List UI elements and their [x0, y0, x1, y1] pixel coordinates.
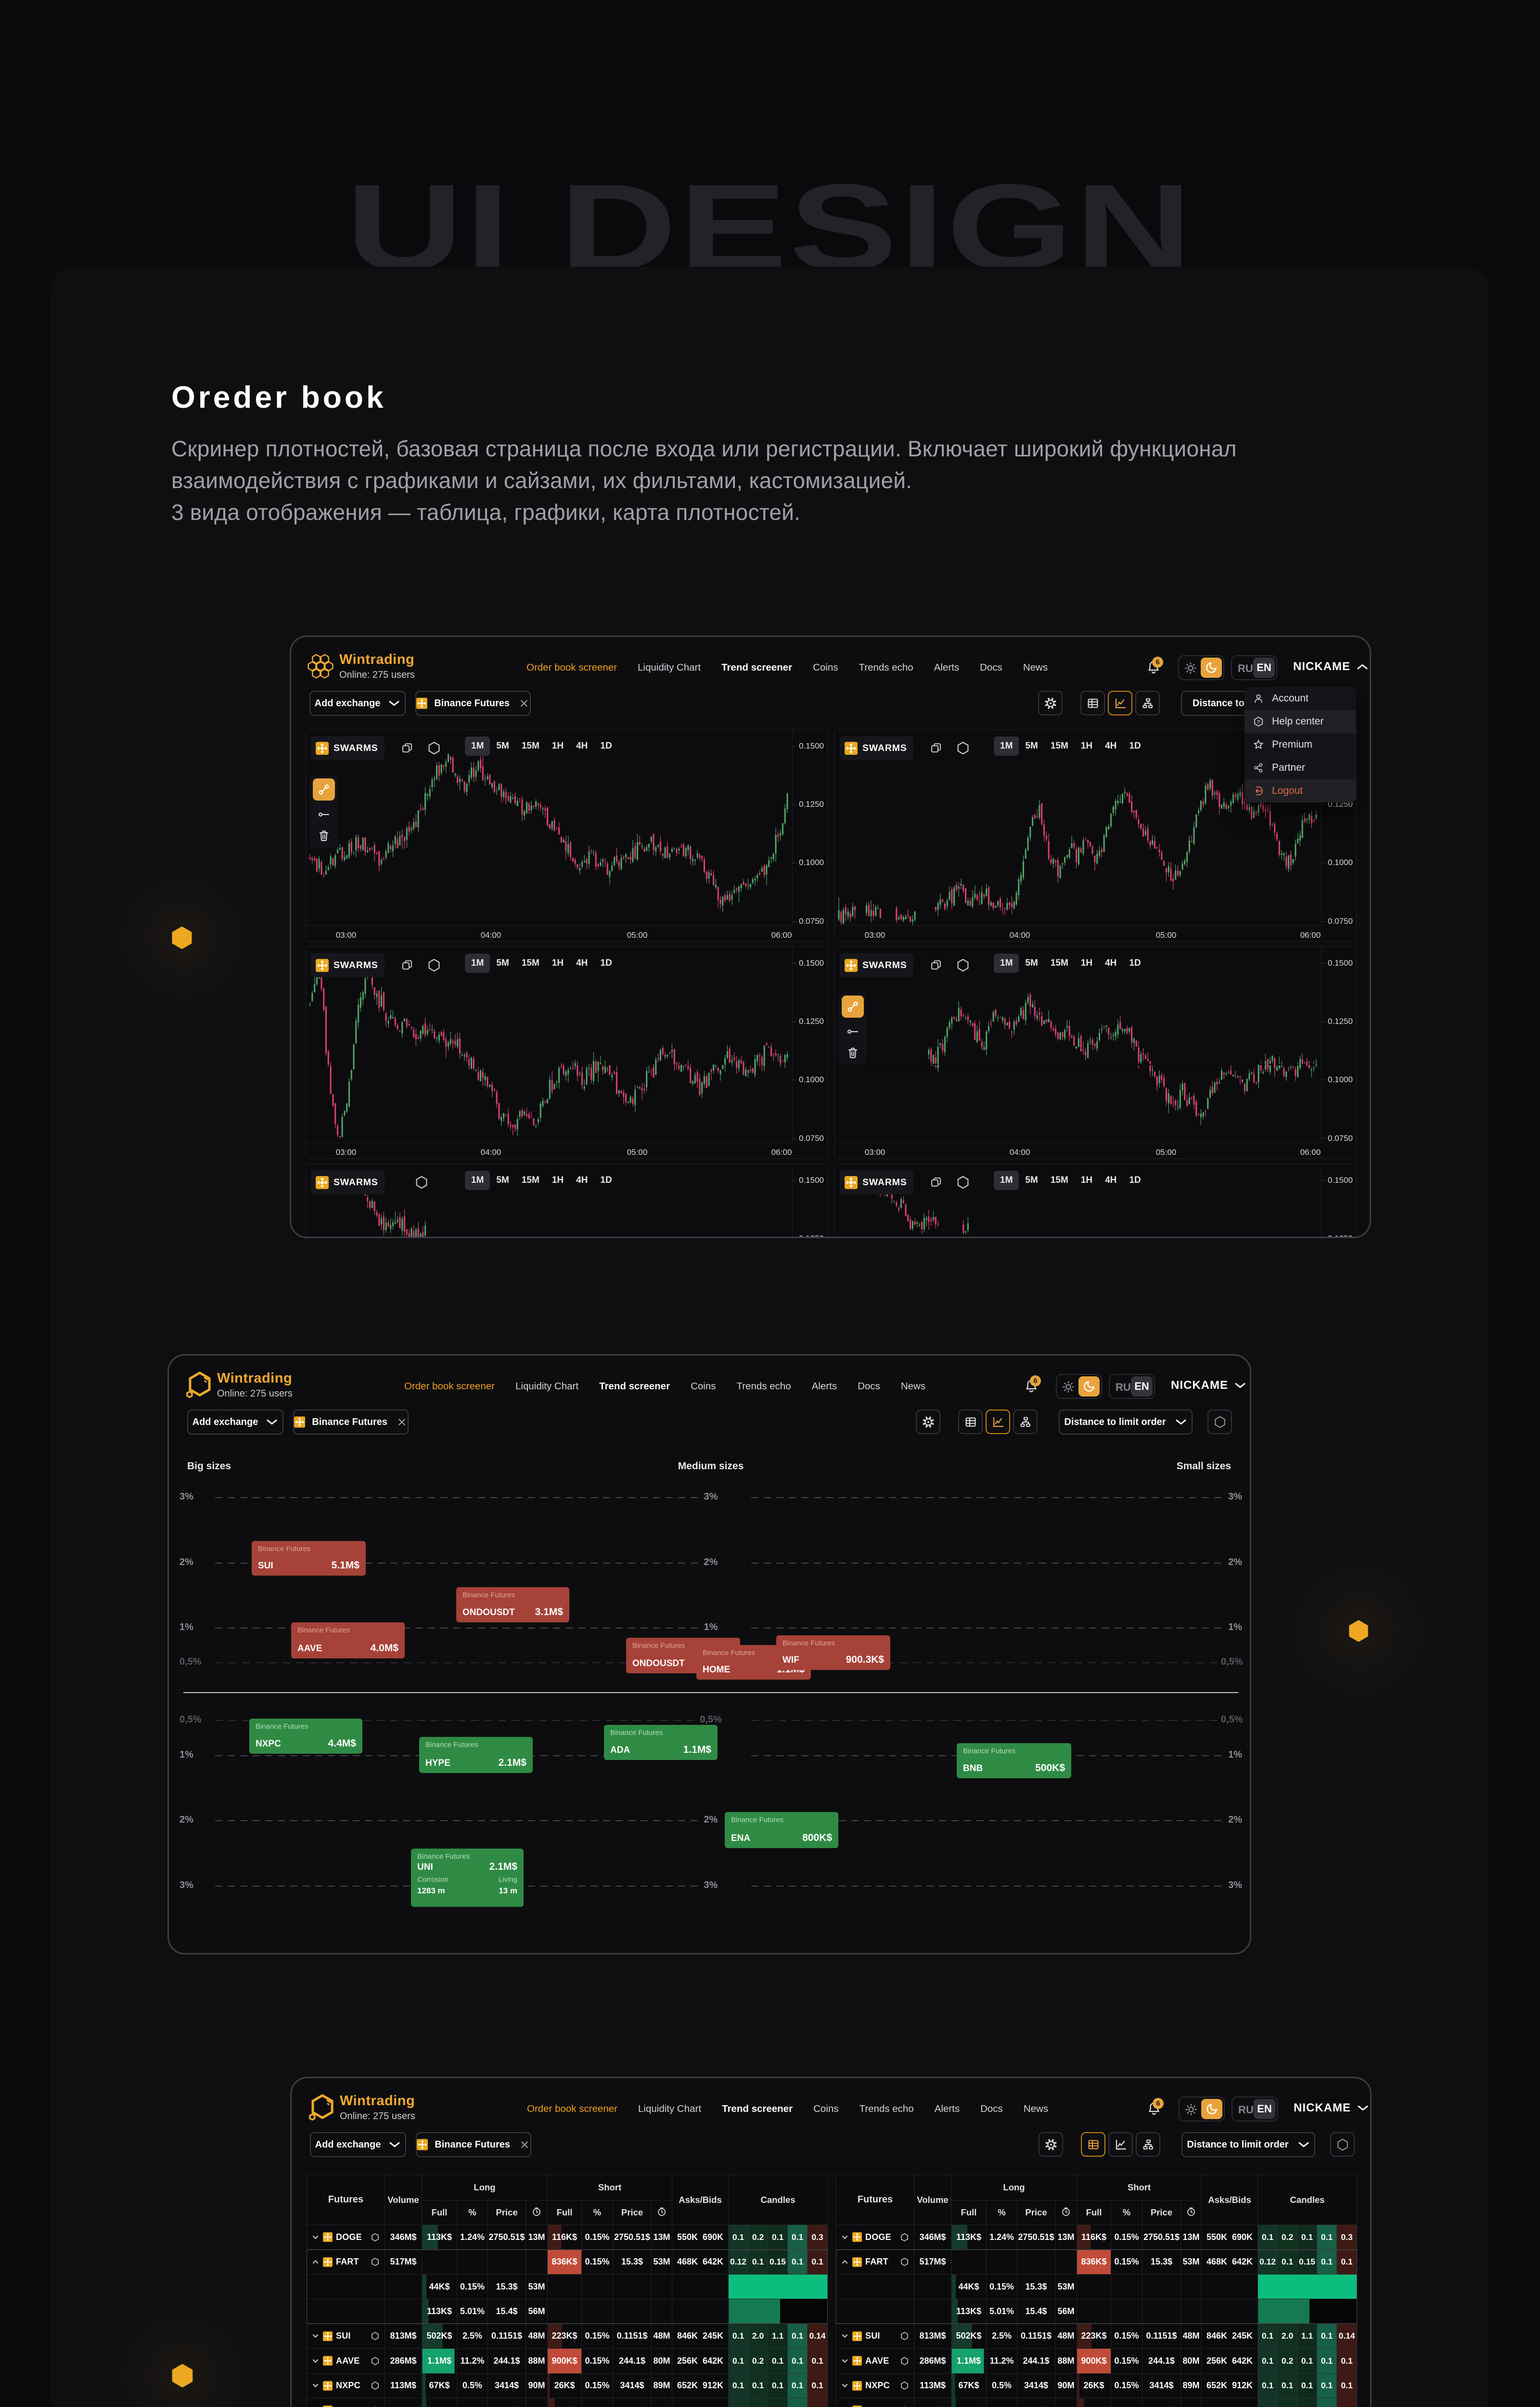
svg-text:?: ?	[1257, 720, 1260, 725]
